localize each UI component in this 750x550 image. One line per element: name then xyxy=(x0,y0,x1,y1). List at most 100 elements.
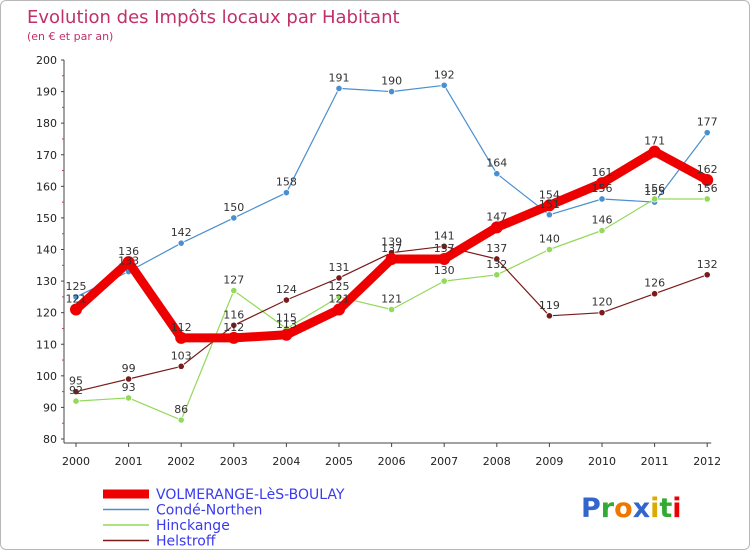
data-point-conde-northen xyxy=(493,170,501,178)
proxiti-logo: Proxiti xyxy=(581,493,682,524)
logo-letter: r xyxy=(601,493,615,524)
y-tick-label: 120 xyxy=(36,307,57,320)
data-label-conde-northen: 151 xyxy=(539,198,560,211)
y-tick-label: 80 xyxy=(43,433,57,446)
data-point-helstroff xyxy=(545,312,554,320)
data-label-hinckange: 132 xyxy=(486,258,507,271)
data-point-volmerange-les-boulay xyxy=(490,221,503,234)
data-label-hinckange: 115 xyxy=(276,311,297,324)
data-point-conde-northen xyxy=(387,87,396,96)
data-point-helstroff xyxy=(72,388,80,396)
data-label-helstroff: 141 xyxy=(434,229,455,242)
data-label-conde-northen: 190 xyxy=(381,75,402,88)
x-tick-label: 2010 xyxy=(588,455,616,468)
series-layer xyxy=(70,81,714,424)
data-label-volmerange-les-boulay: 154 xyxy=(539,188,560,201)
data-label-volmerange-les-boulay: 137 xyxy=(434,242,455,255)
data-label-conde-northen: 192 xyxy=(434,68,455,81)
data-point-conde-northen xyxy=(335,84,343,93)
chart-subtitle: (en € et par an) xyxy=(27,30,113,43)
data-label-volmerange-les-boulay: 137 xyxy=(381,242,402,255)
data-point-hinckange xyxy=(177,416,185,424)
data-point-helstroff xyxy=(125,375,133,383)
proxiti-logo-text: Proxiti xyxy=(581,493,682,524)
data-label-volmerange-les-boulay: 147 xyxy=(486,210,507,223)
logo-letter: x xyxy=(633,493,650,524)
logo-letter: i xyxy=(672,493,681,524)
data-point-helstroff xyxy=(650,290,659,298)
data-point-helstroff xyxy=(703,271,711,279)
data-point-conde-northen xyxy=(72,293,80,301)
data-point-conde-northen xyxy=(598,195,606,203)
y-tick-label: 200 xyxy=(36,54,57,67)
data-label-conde-northen: 191 xyxy=(329,71,350,84)
data-label-conde-northen: 150 xyxy=(223,201,244,214)
data-label-volmerange-les-boulay: 121 xyxy=(66,293,87,306)
data-label-volmerange-les-boulay: 162 xyxy=(697,163,718,176)
y-tick-label: 130 xyxy=(36,275,57,288)
legend-label: VOLMERANGE-LèS-BOULAY xyxy=(156,487,345,503)
data-point-helstroff xyxy=(440,242,448,250)
data-point-conde-northen xyxy=(230,214,238,222)
data-label-volmerange-les-boulay: 136 xyxy=(118,245,139,258)
data-point-volmerange-les-boulay xyxy=(543,199,556,212)
data-label-conde-northen: 142 xyxy=(171,226,192,239)
data-label-helstroff: 132 xyxy=(697,258,718,271)
data-label-conde-northen: 133 xyxy=(118,255,139,268)
data-label-hinckange: 92 xyxy=(69,384,83,397)
data-point-hinckange xyxy=(598,226,606,235)
data-label-helstroff: 137 xyxy=(486,242,507,255)
logo-letter: P xyxy=(581,493,601,524)
data-label-hinckange: 156 xyxy=(644,182,665,195)
x-tick-label: 2003 xyxy=(220,455,248,468)
logo-letter: i xyxy=(650,493,659,524)
x-tick-label: 2000 xyxy=(62,455,90,468)
y-tick-label: 110 xyxy=(36,338,57,351)
data-label-helstroff: 126 xyxy=(644,277,665,290)
data-label-hinckange: 156 xyxy=(697,182,718,195)
data-label-helstroff: 99 xyxy=(122,362,136,375)
y-tick-label: 160 xyxy=(36,180,57,193)
data-label-hinckange: 146 xyxy=(592,214,613,227)
x-tick-label: 2001 xyxy=(115,455,143,468)
data-point-hinckange xyxy=(440,277,448,285)
data-label-helstroff: 95 xyxy=(69,375,83,388)
data-label-conde-northen: 158 xyxy=(276,176,297,189)
data-point-volmerange-les-boulay xyxy=(280,328,293,341)
data-point-hinckange xyxy=(545,245,554,254)
x-tick-label: 2009 xyxy=(535,455,563,468)
data-label-hinckange: 125 xyxy=(329,280,350,293)
x-tick-label: 2007 xyxy=(430,455,458,468)
data-point-volmerange-les-boulay xyxy=(438,252,451,265)
data-label-hinckange: 86 xyxy=(174,403,188,416)
data-label-volmerange-les-boulay: 113 xyxy=(276,318,297,331)
data-label-volmerange-les-boulay: 171 xyxy=(644,135,665,148)
data-point-conde-northen xyxy=(545,211,554,219)
x-tick-label: 2008 xyxy=(483,455,511,468)
data-point-volmerange-les-boulay xyxy=(175,331,188,344)
data-label-helstroff: 116 xyxy=(223,308,244,321)
data-point-hinckange xyxy=(72,397,80,405)
data-point-hinckange xyxy=(230,286,238,295)
data-label-hinckange: 140 xyxy=(539,233,560,246)
y-tick-label: 90 xyxy=(43,401,57,414)
data-label-conde-northen: 125 xyxy=(66,280,87,293)
data-point-hinckange xyxy=(493,271,501,279)
data-label-helstroff: 120 xyxy=(592,296,613,309)
data-point-helstroff xyxy=(177,362,185,370)
data-point-volmerange-les-boulay xyxy=(227,331,240,344)
data-point-helstroff xyxy=(230,321,238,329)
data-label-conde-northen: 164 xyxy=(486,157,507,170)
data-point-hinckange xyxy=(703,195,711,203)
data-point-conde-northen xyxy=(440,81,448,89)
legend-label: Condé-Northen xyxy=(156,503,262,519)
data-label-hinckange: 130 xyxy=(434,264,455,277)
logo-letter: o xyxy=(614,493,633,524)
data-label-hinckange: 121 xyxy=(381,293,402,306)
y-tick-label: 150 xyxy=(36,212,57,225)
data-label-helstroff: 103 xyxy=(171,349,192,362)
data-label-volmerange-les-boulay: 161 xyxy=(592,166,613,179)
